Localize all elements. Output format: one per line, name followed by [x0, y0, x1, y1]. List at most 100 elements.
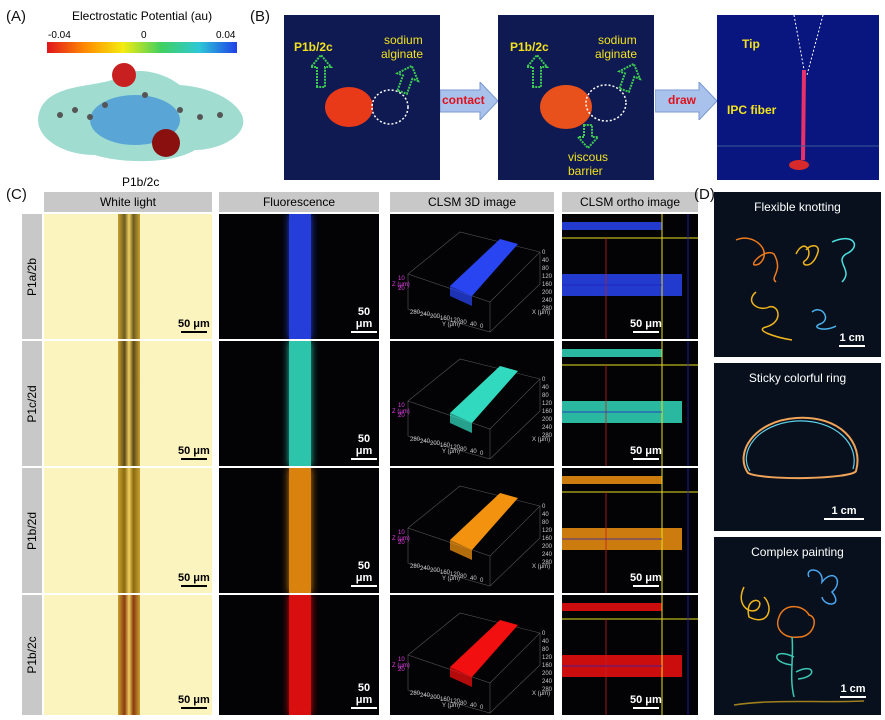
- fl-image-row-2: 50 μm: [219, 341, 379, 466]
- painting-title: Complex painting: [751, 545, 844, 559]
- row-header-p1b2d: P1b/2d: [22, 468, 42, 593]
- clsm-ortho-plot: [562, 214, 698, 339]
- colorbar-min: -0.04: [48, 30, 71, 41]
- scale-bar: [824, 518, 864, 520]
- row-label: P1c/2d: [25, 384, 39, 423]
- y-tick: 40: [470, 449, 477, 455]
- y-tick: 40: [470, 703, 477, 709]
- column-header-fluorescence: Fluorescence: [219, 192, 379, 212]
- axis-z-label: Z (μm): [392, 536, 410, 542]
- molecule-surface: [38, 63, 244, 162]
- tip-label: Tip: [742, 37, 760, 51]
- x-tick: 120: [542, 274, 553, 280]
- fluorescent-fiber: [289, 341, 311, 466]
- clsm-3d-plot: [407, 485, 541, 587]
- y-tick: 240: [420, 439, 431, 445]
- panel-d-painting: Complex painting 1 cm: [714, 537, 881, 715]
- x-tick: 40: [542, 385, 549, 391]
- x-tick: 280: [542, 687, 553, 693]
- scale-bar: [839, 345, 865, 347]
- clsm-ortho-plot: [562, 595, 698, 715]
- y-tick: 160: [440, 443, 451, 449]
- fiber-strand: [118, 468, 140, 593]
- y-tick: 40: [470, 322, 477, 328]
- barrier-line1: viscous: [568, 150, 609, 164]
- z-tick: 20: [398, 413, 405, 419]
- x-tick: 160: [542, 282, 553, 288]
- orth-image-row-2: 50 μm: [562, 341, 698, 466]
- panel-d-ring: Sticky colorful ring 1 cm: [714, 363, 881, 531]
- z-tick: 20: [398, 667, 405, 673]
- fl-image-row-1: 50 μm: [219, 214, 379, 339]
- x-tick: 200: [542, 671, 553, 677]
- z-tick: 10: [398, 530, 405, 536]
- fl-image-row-3: 50 μm: [219, 468, 379, 593]
- scale-text: 1 cm: [839, 332, 865, 344]
- contact-arrow: contact: [439, 80, 499, 122]
- x-tick: 40: [542, 639, 549, 645]
- wl-image-row-1: 50 μm: [44, 214, 212, 339]
- molecule-label: P1b/2c: [122, 175, 160, 189]
- scale-text: 50 μm: [630, 445, 662, 457]
- x-tick: 80: [542, 647, 549, 653]
- scale-bar-50um: 50 μm: [178, 694, 210, 709]
- x-tick: 160: [542, 663, 553, 669]
- row-header-p1a2b: P1a/2b: [22, 214, 42, 339]
- knotting-title: Flexible knotting: [754, 200, 841, 214]
- scale-line: [632, 585, 659, 587]
- panel-a-label: (A): [6, 8, 26, 25]
- y-tick: 200: [430, 314, 441, 320]
- scale-line: [351, 707, 377, 709]
- scale-bar: [840, 696, 866, 698]
- scale-line: [180, 707, 207, 709]
- x-tick: 280: [542, 560, 553, 566]
- scale-text: 1 cm: [831, 505, 857, 517]
- draw-arrow: draw: [654, 80, 718, 122]
- scale-bar-50um: 50 μm: [630, 318, 662, 333]
- scale-text: 50 μm: [630, 694, 662, 706]
- column-header-clsm-ortho: CLSM ortho image: [562, 192, 698, 212]
- y-tick: 80: [460, 447, 467, 453]
- y-tick: 200: [430, 441, 441, 447]
- y-tick: 0: [480, 705, 484, 711]
- y-tick: 120: [450, 699, 461, 705]
- axis-z-label: Z (μm): [392, 282, 410, 288]
- clsm-ortho-plot: [562, 468, 698, 593]
- column-header-white-light: White light: [44, 192, 212, 212]
- x-tick: 120: [542, 528, 553, 534]
- ipc-fiber-label: IPC fiber: [727, 103, 777, 117]
- row-header-p1b2c: P1b/2c: [22, 595, 42, 715]
- scale-bar-50um: 50 μm: [349, 560, 379, 587]
- contact-label: contact: [442, 93, 485, 107]
- scale-text: 50 μm: [178, 445, 210, 457]
- x-tick: 240: [542, 679, 553, 685]
- z-tick: 10: [398, 276, 405, 282]
- x-tick: 40: [542, 512, 549, 518]
- ring-scale: 1 cm: [824, 505, 864, 520]
- y-tick: 0: [480, 451, 484, 457]
- panel-b-image-1: P1b/2c sodium alginate: [284, 15, 440, 180]
- x-tick: 200: [542, 417, 553, 423]
- orth-image-row-1: 50 μm: [562, 214, 698, 339]
- scale-bar-50um: 50 μm: [349, 682, 379, 709]
- painting-scale: 1 cm: [840, 683, 866, 698]
- axis-y-label: Y (μm): [442, 703, 461, 709]
- scale-bar-50um: 50 μm: [178, 572, 210, 587]
- scale-bar-50um: 50 μm: [349, 433, 379, 460]
- panel-b-image-3: Tip IPC fiber: [717, 15, 879, 180]
- panel-b-label: (B): [250, 8, 270, 25]
- axis-x-label: X (μm): [532, 564, 551, 570]
- y-tick: 160: [440, 697, 451, 703]
- barrier-line2: barrier: [568, 164, 603, 178]
- alginate-line1: sodium: [384, 33, 423, 47]
- x-tick: 0: [542, 250, 546, 256]
- x-tick: 160: [542, 409, 553, 415]
- y-tick: 280: [410, 564, 421, 570]
- clsm-ortho-plot: [562, 341, 698, 466]
- draw-label: draw: [668, 93, 697, 107]
- clsm-3d-plot: [407, 612, 541, 714]
- scale-line: [180, 458, 207, 460]
- panel-c-label: (C): [6, 186, 27, 203]
- axis-y-label: Y (μm): [442, 576, 461, 582]
- fluorescent-fiber: [289, 214, 311, 339]
